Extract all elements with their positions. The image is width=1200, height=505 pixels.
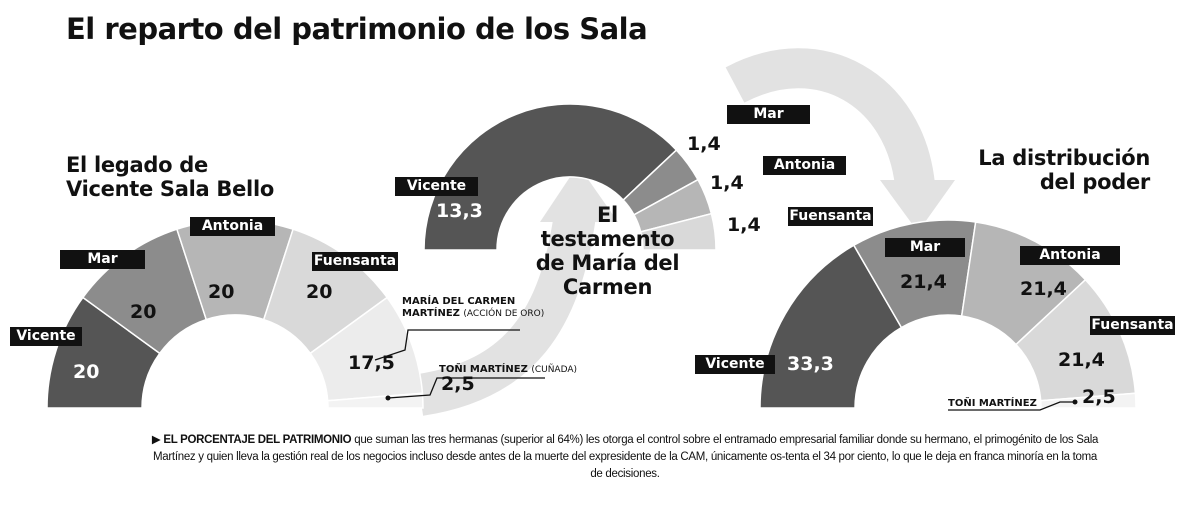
caption: ▶ EL PORCENTAJE DEL PATRIMONIO que suman… (150, 432, 1100, 483)
chart3-value-vicente: 33,3 (787, 353, 834, 375)
chart2-label-mar: Mar (727, 105, 810, 124)
chart1-value-maria-carmen: 17,5 (348, 352, 395, 374)
maria-carmen-name: MARÍA DEL CARMEN MARTÍNEZ (402, 296, 516, 319)
chart3-label-antonia: Antonia (1020, 246, 1120, 265)
arrow-shaft-1 (416, 211, 596, 416)
maria-carmen-note: (ACCIÓN DE ORO) (463, 309, 545, 319)
chart1-value-mar: 20 (130, 301, 157, 323)
toni-note: (CUÑADA) (531, 365, 578, 375)
chart3-label-mar: Mar (885, 238, 965, 257)
chart2-value-antonia: 1,4 (710, 172, 744, 194)
chart2-title-line: de María del (535, 251, 680, 275)
chart2-value-vicente: 13,3 (436, 200, 483, 222)
chart3-label-vicente: Vicente (695, 355, 775, 374)
chart2-slice-0 (423, 103, 678, 251)
chart3-slice-4 (1039, 392, 1137, 409)
chart2-title-line: testamento (540, 227, 675, 251)
chart2-label-antonia: Antonia (763, 156, 846, 175)
chart3-title-line: La distribución (978, 146, 1150, 170)
chart3-title: La distribución del poder (950, 146, 1150, 194)
chart2-value-fuensanta: 1,4 (727, 214, 761, 236)
chart3-value-mar: 21,4 (900, 271, 947, 293)
leader-dot-toni (385, 395, 391, 401)
arrow-head-1 (540, 165, 618, 222)
chart2-title-line: Carmen (562, 275, 653, 299)
chart1-value-antonia: 20 (208, 281, 235, 303)
chart3-value-toni: 2,5 (1082, 386, 1116, 408)
toni-name: TOÑI MARTÍNEZ (439, 364, 528, 375)
leader-line-toni (387, 377, 545, 399)
chart3-title-line: del poder (1039, 170, 1150, 194)
chart1-annotation-toni: TOÑI MARTÍNEZ (CUÑADA) (439, 364, 589, 376)
chart1-value-toni: 2,5 (441, 373, 475, 395)
chart2-title-line: El (597, 203, 618, 227)
chart1-title-line: El legado de (66, 153, 208, 177)
caption-lead: EL PORCENTAJE DEL PATRIMONIO (163, 434, 352, 446)
arrow-shaft-2 (725, 48, 935, 188)
chart3-label-fuensanta: Fuensanta (1090, 316, 1175, 335)
chart1-title-line: Vicente Sala Bello (66, 177, 274, 201)
chart2-label-fuensanta: Fuensanta (788, 207, 873, 226)
chart1-label-antonia: Antonia (190, 217, 275, 236)
page-title: El reparto del patrimonio de los Sala (66, 12, 648, 46)
chart3-value-fuensanta: 21,4 (1058, 349, 1105, 371)
chart3-slice-0 (759, 244, 903, 409)
chart1-annotation-maria-carmen: MARÍA DEL CARMEN MARTÍNEZ (ACCIÓN DE ORO… (402, 296, 552, 320)
chart2-label-vicente: Vicente (395, 177, 478, 196)
arrow-head-2 (880, 180, 955, 232)
chart3-annotation-toni: TOÑI MARTÍNEZ (948, 398, 1037, 409)
chart1-value-fuensanta: 20 (306, 281, 333, 303)
chart1-value-vicente: 20 (73, 361, 100, 383)
caption-arrow-icon: ▶ (151, 434, 161, 446)
chart2-value-mar: 1,4 (687, 133, 721, 155)
caption-text: que suman las tres hermanas (superior al… (153, 434, 1099, 480)
chart3-value-antonia: 21,4 (1020, 278, 1067, 300)
leader-line-maria-carmen (374, 329, 520, 361)
chart1-label-vicente: Vicente (10, 327, 82, 346)
chart1-label-fuensanta: Fuensanta (312, 252, 398, 271)
chart2-slice-3 (639, 212, 717, 251)
leader-dot-toni-2 (1072, 399, 1078, 405)
leader-line-toni-2 (948, 401, 1075, 411)
chart2-title: El testamento de María del Carmen (520, 203, 695, 299)
chart1-label-mar: Mar (60, 250, 145, 269)
chart1-title: El legado de Vicente Sala Bello (66, 153, 274, 201)
